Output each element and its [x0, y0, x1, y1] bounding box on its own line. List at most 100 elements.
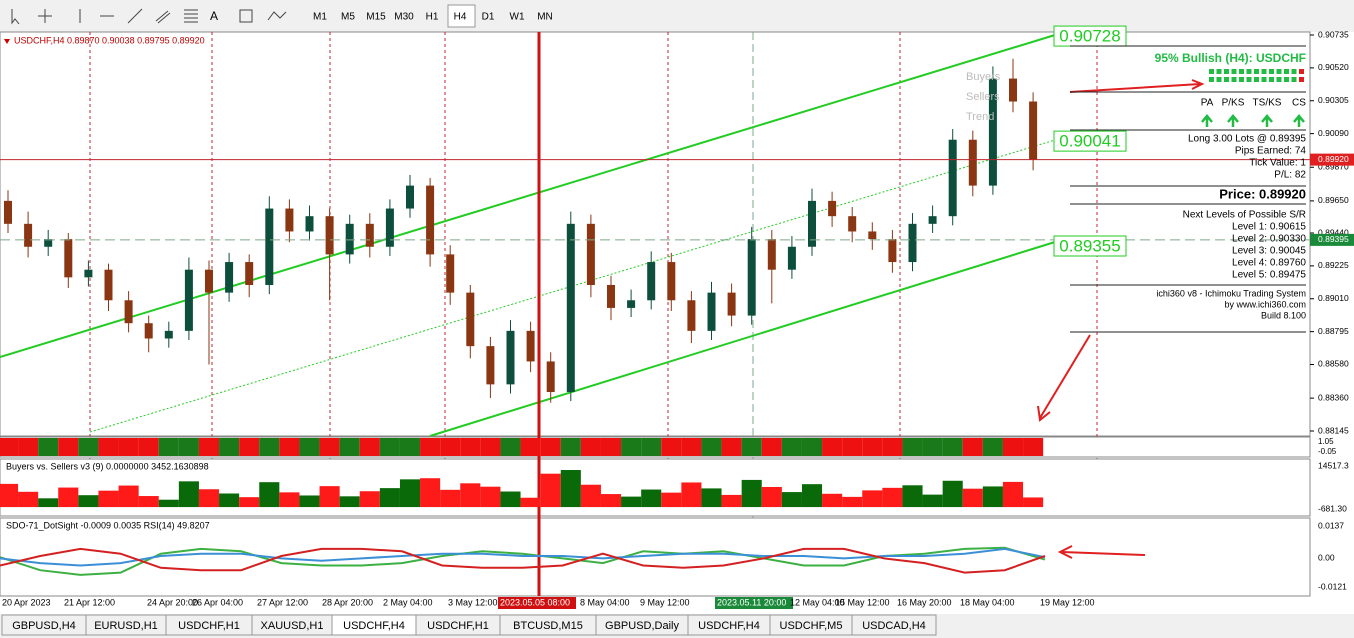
tab-label[interactable]: USDCAD,H4 — [862, 620, 926, 632]
price-label: 0.88360 — [1318, 392, 1349, 402]
bs-bar — [339, 496, 360, 508]
arrows-icon[interactable] — [267, 11, 287, 21]
crosshair-icon[interactable] — [38, 9, 52, 23]
tab-label[interactable]: USDCHF,H4 — [343, 620, 405, 632]
strength-dot — [1231, 69, 1237, 74]
timeframe-button[interactable]: MN — [537, 12, 553, 23]
price-line: Price: 0.89920 — [1219, 186, 1306, 201]
tab-label[interactable]: USDCHF,M5 — [780, 620, 843, 632]
signal-cell — [902, 438, 923, 456]
tab-label[interactable]: USDCHF,H1 — [427, 620, 489, 632]
channel-icon[interactable] — [155, 10, 171, 24]
signal-cell — [560, 438, 581, 456]
strength-dot — [1299, 77, 1304, 82]
signal-cell — [359, 438, 380, 456]
candle-body — [787, 246, 796, 270]
strength-dot — [1246, 69, 1252, 74]
signal-cell — [500, 438, 521, 456]
panel-title: SDO-71_DotSight -0.0009 0.0035 RSI(14) 4… — [6, 520, 210, 530]
sdo-tick: -0.0121 — [1318, 581, 1347, 591]
strength-dot — [1299, 69, 1304, 74]
tab-label[interactable]: XAUUSD,H1 — [261, 620, 324, 632]
bs-bar — [781, 492, 802, 508]
bs-bar — [399, 479, 421, 508]
active-timeframe-frame — [447, 4, 476, 28]
bs-bar — [600, 494, 622, 508]
candle-body — [466, 292, 475, 347]
candle-body — [144, 323, 153, 339]
signal-cell — [399, 438, 421, 456]
trendline-icon[interactable] — [127, 8, 143, 24]
timeframe-button[interactable]: D1 — [482, 12, 495, 23]
candle-body — [647, 262, 656, 301]
strength-dot — [1239, 77, 1244, 82]
signal-cell — [460, 438, 481, 456]
time-label: 2023.05.05 08:00 — [500, 597, 570, 607]
timeframe-button[interactable]: M1 — [313, 12, 327, 23]
tab[interactable] — [851, 614, 937, 636]
bs-bar — [158, 499, 179, 508]
candle-body — [627, 300, 636, 308]
bid-label: 0.89920 — [1318, 154, 1349, 164]
bs-bar — [520, 497, 541, 508]
candle-body — [526, 330, 535, 362]
signal-cell — [339, 438, 360, 456]
price-label: 0.89870 — [1318, 162, 1349, 172]
signal-cell — [621, 438, 642, 456]
signal-cell — [58, 438, 79, 456]
fibo-icon[interactable] — [184, 9, 198, 23]
column-label: TS/KS — [1253, 98, 1282, 109]
channel-label: 0.90041 — [1059, 132, 1120, 151]
price-label: 0.90090 — [1318, 128, 1349, 138]
timeframe-button[interactable]: M30 — [394, 12, 414, 23]
candle-body — [828, 200, 837, 217]
timeframe-button[interactable]: W1 — [510, 12, 525, 23]
time-label: 19 May 12:00 — [1040, 597, 1095, 607]
sdo-panel — [0, 517, 1311, 597]
tab-label[interactable]: USDCHF,H4 — [698, 620, 760, 632]
tab-label[interactable]: EURUSD,H1 — [94, 620, 158, 632]
cursor-icon[interactable] — [11, 9, 20, 25]
timeframe-button[interactable]: M15 — [366, 12, 386, 23]
candle-body — [345, 223, 354, 255]
candle-body — [486, 346, 495, 385]
candle-body — [1009, 78, 1017, 102]
signal-cell — [922, 438, 943, 456]
candle-body — [888, 239, 897, 263]
strength-dot — [1269, 77, 1274, 82]
level-line: Level 1: 0.90615 — [1232, 222, 1306, 233]
bs-bar — [299, 495, 320, 508]
credit-line: by www.ichi360.com — [1224, 299, 1306, 309]
price-label: 0.89440 — [1318, 227, 1349, 237]
signal-cell — [0, 438, 19, 456]
bs-bar — [621, 496, 642, 508]
tab-label[interactable]: GBPUSD,H4 — [12, 620, 76, 632]
time-label: 20 Apr 2023 — [2, 597, 51, 607]
signal-cell — [279, 438, 300, 456]
timeframe-button[interactable]: H1 — [426, 12, 439, 23]
signal-cell — [420, 438, 441, 456]
candle-body — [285, 208, 294, 232]
tab-label[interactable]: USDCHF,H1 — [178, 620, 240, 632]
collapse-arrow[interactable] — [4, 39, 10, 44]
up-arrow — [1261, 114, 1273, 127]
bs-bar — [78, 495, 99, 508]
text-tool[interactable]: A — [210, 9, 218, 23]
bs-bar — [359, 491, 380, 508]
candle-body — [305, 216, 314, 232]
signal-cell — [741, 438, 762, 456]
label-icon[interactable] — [239, 9, 253, 23]
bs-bar — [982, 486, 1003, 508]
sdo-line — [0, 547, 1046, 567]
bs-bar — [902, 485, 923, 508]
bs-bar — [198, 489, 220, 508]
timeframe-button[interactable]: H4 — [454, 12, 467, 23]
tab-label[interactable]: BTCUSD,M15 — [513, 620, 583, 632]
candle-body — [687, 300, 696, 331]
tab-label[interactable]: GBPUSD,Daily — [605, 620, 679, 632]
bs-bar — [942, 480, 963, 508]
signal-cell — [158, 438, 179, 456]
channel-lower — [429, 241, 1056, 437]
timeframe-button[interactable]: M5 — [341, 12, 355, 23]
